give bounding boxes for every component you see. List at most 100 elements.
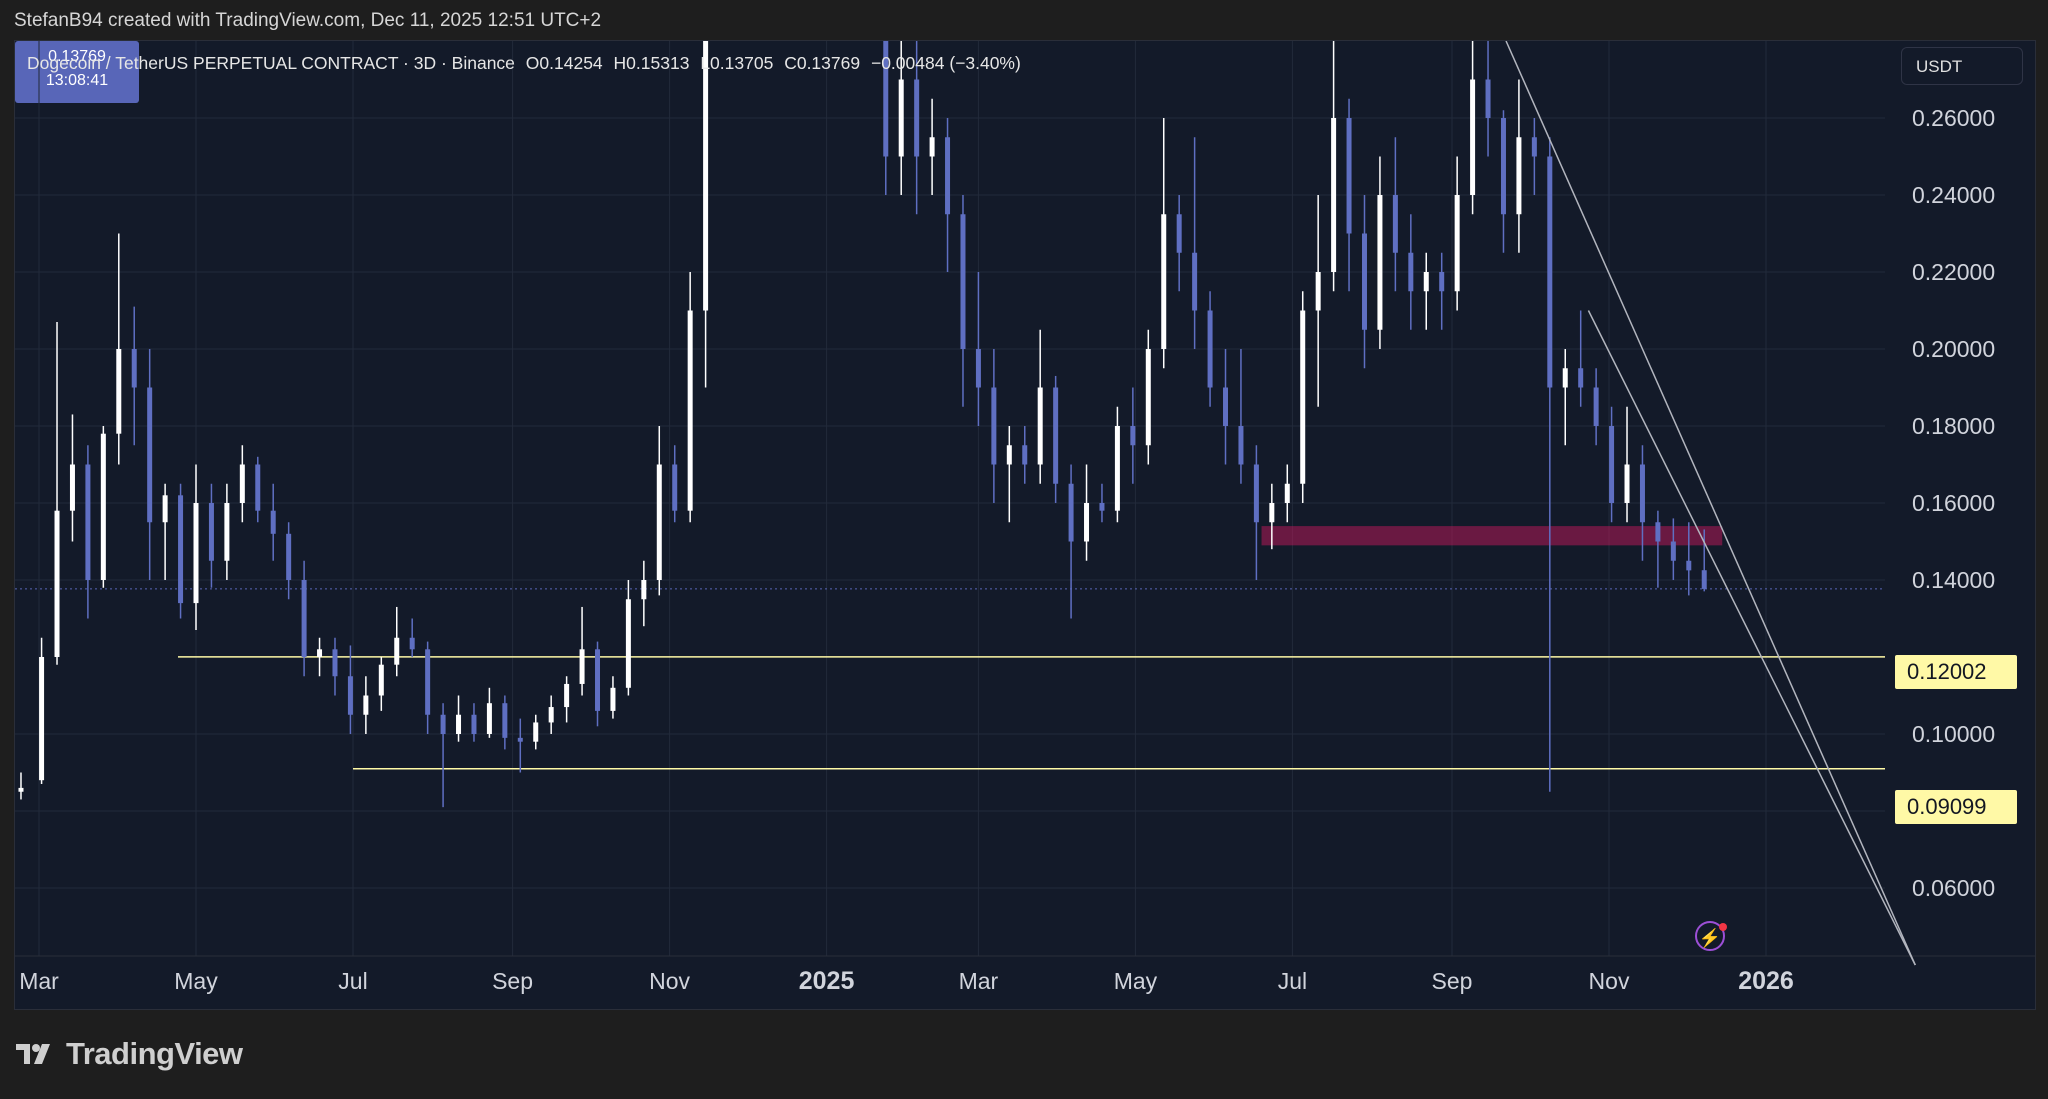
candle-body [1686,560,1692,571]
y-tick-label: 0.24000 [1912,182,1995,208]
candle-body [394,637,400,665]
candle-body [1670,541,1676,561]
candle-body [332,649,338,677]
x-tick-label: May [1114,968,1158,994]
x-tick-label: Nov [1589,968,1630,994]
candle-body [1701,570,1707,589]
candle-body [1269,503,1275,523]
x-tick-label: Jul [1278,968,1307,994]
y-tick-label: 0.26000 [1912,105,1995,131]
candle-body [929,137,935,157]
x-tick-label: 2026 [1738,967,1794,995]
candle-body [471,714,477,734]
candle-body [270,510,276,534]
tradingview-logo-icon [16,1044,50,1064]
candle-body [1207,310,1213,388]
candle-body [425,649,431,715]
notification-dot [1719,923,1727,931]
ohlc-close: C0.13769 [784,53,861,73]
x-tick-label: 2025 [799,967,855,995]
candle-body [1655,522,1661,542]
candle-body [579,649,585,684]
candle-body [1578,368,1584,388]
candle-body [162,495,168,523]
x-tick-label: Mar [959,968,999,994]
lightning-icon[interactable]: ⚡ [1695,921,1725,951]
candle-body [687,310,693,511]
candle-body [1192,252,1198,311]
candle-body [564,683,570,708]
candle-body [898,79,904,157]
y-tick-label: 0.10000 [1912,721,1995,747]
candle-body [1053,387,1059,484]
candle-body [1485,79,1491,118]
candle-body [1099,503,1105,511]
candle-body [703,41,709,311]
candle-body [301,580,307,657]
candle-body [672,464,678,511]
candle-body [1531,137,1537,157]
candle-body [85,464,91,580]
candle-body [18,787,24,792]
candle-body [960,214,966,349]
brand-name: TradingView [66,1036,243,1071]
resistance-zone [1261,526,1723,546]
ohlc-open: O0.14254 [525,53,603,73]
candle-body [255,464,261,511]
candle-body [1392,195,1398,253]
x-tick-label: Jul [338,968,367,994]
candle-body [100,433,106,580]
trendline [1587,310,1916,966]
y-tick-label: 0.22000 [1912,259,1995,285]
candle-body [1562,368,1568,388]
candle-body [409,637,415,650]
candle-body [440,714,446,734]
candle-body [1361,233,1367,330]
candle-body [991,387,997,465]
candle-body [116,349,122,434]
candle-body [1300,310,1306,484]
candle-body [625,599,631,688]
y-tick-label: 0.18000 [1912,413,1995,439]
candle-body [610,687,616,711]
candle-body [1006,445,1012,465]
candle-body [1176,214,1182,253]
candle-body [1624,464,1630,503]
x-tick-label: Nov [649,968,690,994]
candle-body [1377,195,1383,330]
candle-body [656,464,662,580]
candle-body [1470,79,1476,195]
symbol-name[interactable]: Dogecoin / TetherUS PERPETUAL CONTRACT ·… [27,53,515,73]
candle-body [1331,118,1337,272]
candle-body [69,464,75,511]
candle-body [1439,272,1445,292]
candle-body [1161,214,1167,349]
candle-body [208,503,214,561]
candle-body [914,79,920,157]
y-tick-label: 0.20000 [1912,336,1995,362]
candle-body [1609,426,1615,503]
candle-body [548,707,554,723]
candle-body [1408,252,1414,292]
candle-body [975,349,981,388]
chart-panel[interactable]: 0.26000 0.24000 0.22000 0.20000 0.18000 0.160… [14,40,2036,1010]
candle-body [486,703,492,734]
candle-body [1284,483,1290,503]
symbol-legend: Dogecoin / TetherUS PERPETUAL CONTRACT ·… [27,53,1021,74]
candle-body [1315,272,1321,311]
currency-selector[interactable]: USDT [1901,47,2023,85]
candle-body [147,387,153,523]
candle-body [178,495,184,604]
last-price-tag: 0.13769 13:08:41 [15,41,139,103]
candle-body [1223,387,1229,426]
tradingview-logo: TradingView [16,1036,243,1072]
ohlc-low: L0.13705 [700,53,774,73]
chart-attribution: StefanB94 created with TradingView.com, … [14,10,602,31]
ohlc-change: −0.00484 (−3.40%) [870,53,1021,73]
candle-body [502,703,508,738]
last-price-value: 0.13769 [48,48,106,65]
candle-body [131,349,137,388]
candle-body [286,533,292,580]
candle-body [945,137,951,215]
candlestick-chart[interactable]: 0.26000 0.24000 0.22000 0.20000 0.18000 0.160… [15,41,2035,1009]
